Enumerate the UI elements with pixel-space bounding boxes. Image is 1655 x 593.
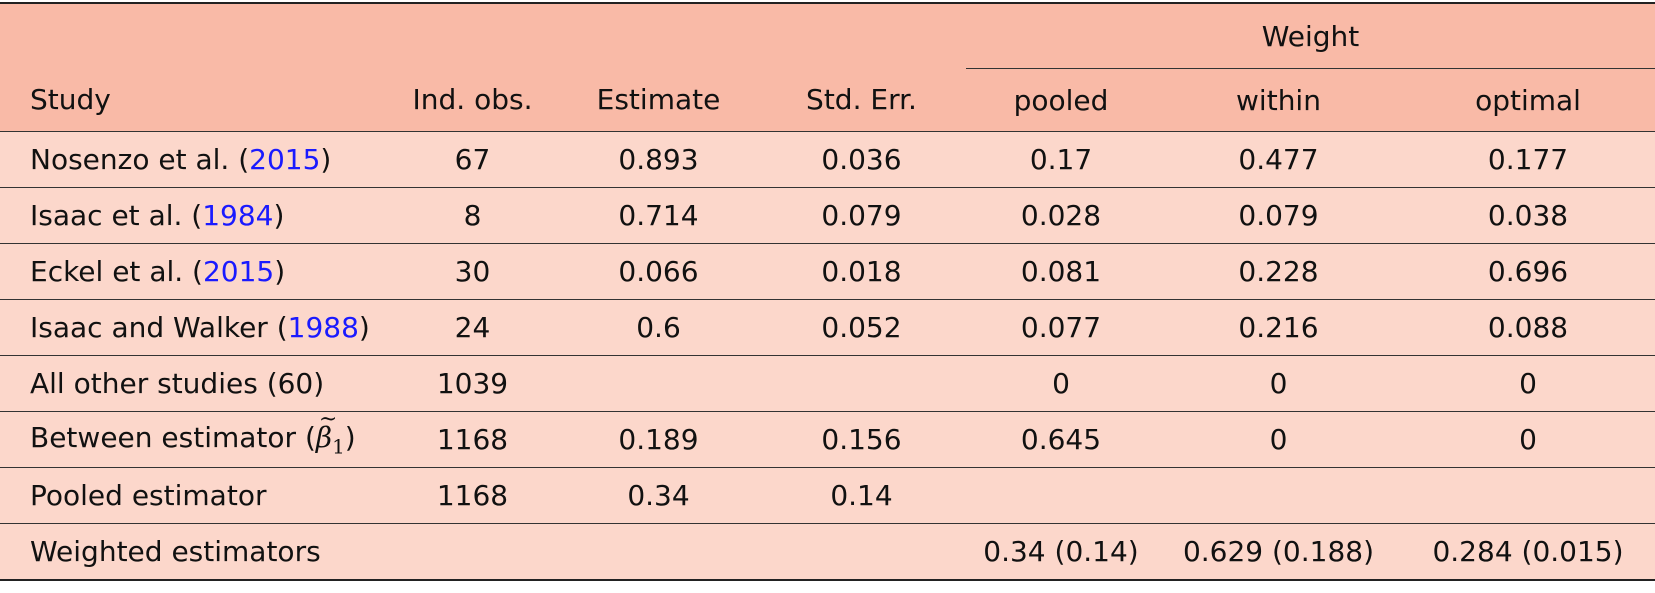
estimate-cell: 0.189	[618, 423, 699, 456]
study-name-suffix: )	[344, 420, 356, 454]
table-row: Pooled estimator 1168 0.34 0.14	[0, 467, 1655, 524]
col-header-within: within	[1236, 83, 1321, 117]
within-weight-cell: 0	[1269, 423, 1288, 456]
study-name: Weighted estimators	[30, 535, 321, 568]
ind-obs-cell: 67	[454, 143, 491, 176]
std-err-cell	[757, 524, 966, 581]
pooled-weight-cell: 0.34 (0.14)	[983, 535, 1139, 568]
col-header-pooled: pooled	[1013, 83, 1109, 117]
std-err-cell: 0.036	[821, 143, 902, 176]
study-cell: Between estimator (~ β1)	[0, 407, 385, 468]
within-weight-cell: 0	[1269, 367, 1288, 400]
study-name: Between estimator (	[30, 420, 316, 454]
estimate-cell: 0.34	[627, 479, 690, 512]
optimal-weight-cell: 0.696	[1487, 255, 1569, 288]
table-body: Nosenzo et al. (2015) 67 0.893 0.036 0.17 0.4…	[0, 131, 1655, 581]
estimate-cell: 0.6	[636, 311, 681, 344]
table-header: Weight Study Ind. obs. Estimate Std. Err…	[0, 3, 1655, 132]
within-weight-cell: 0.079	[1238, 199, 1319, 232]
col-header-ind-obs: Ind. obs.	[412, 83, 533, 117]
optimal-weight-cell: 0.177	[1487, 143, 1569, 176]
study-name-suffix: )	[320, 143, 332, 176]
study-name-suffix: )	[273, 199, 285, 232]
study-name: All other studies (60)	[30, 367, 325, 400]
optimal-weight-cell: 0	[1519, 423, 1537, 456]
study-cell: Weighted estimators	[0, 524, 385, 581]
pooled-weight-cell	[966, 468, 1156, 524]
study-name: Isaac and Walker (	[30, 311, 288, 344]
col-header-estimate: Estimate	[596, 83, 721, 117]
ind-obs-cell: 1039	[436, 367, 509, 400]
within-weight-cell: 0.216	[1238, 311, 1319, 344]
beta-subscript: 1	[332, 434, 345, 459]
std-err-cell: 0.14	[830, 479, 893, 512]
study-cell: Nosenzo et al. (2015)	[0, 132, 385, 188]
weights-table: Weight Study Ind. obs. Estimate Std. Err…	[0, 2, 1655, 581]
pooled-weight-cell: 0	[1052, 367, 1070, 400]
study-cell: Pooled estimator	[0, 468, 385, 524]
weight-group-header: Weight	[966, 3, 1655, 69]
table-row: Isaac et al. (1984) 8 0.714 0.079 0.028 0.079…	[0, 187, 1655, 244]
header-columns-row: Study Ind. obs. Estimate Std. Err. poole…	[0, 68, 1655, 132]
study-name: Nosenzo et al. (	[30, 143, 250, 176]
estimate-cell: 0.893	[618, 143, 699, 176]
citation-year-link[interactable]: 2015	[249, 143, 321, 176]
optimal-weight-cell	[1401, 468, 1655, 524]
study-name-suffix: )	[358, 311, 370, 344]
within-weight-cell: 0.228	[1238, 255, 1319, 288]
study-cell: Isaac and Walker (1988)	[0, 300, 385, 356]
estimate-cell: 0.066	[618, 255, 699, 288]
ind-obs-cell: 30	[454, 255, 491, 288]
study-cell: Isaac et al. (1984)	[0, 188, 385, 244]
study-name-suffix: )	[274, 255, 286, 288]
std-err-cell: 0.018	[821, 255, 902, 288]
citation-year-link[interactable]: 1988	[287, 311, 359, 344]
std-err-cell	[757, 356, 966, 412]
ind-obs-cell	[385, 524, 560, 581]
tilde-accent: ~	[318, 406, 338, 432]
beta-tilde-symbol: ~ β1	[315, 407, 345, 459]
beta-letter: β	[315, 420, 333, 454]
col-header-std-err: Std. Err.	[806, 83, 917, 117]
pooled-weight-cell: 0.17	[1029, 143, 1093, 176]
within-weight-cell: 0.477	[1238, 143, 1319, 176]
table-row: Isaac and Walker (1988) 24 0.6 0.052 0.077 0.…	[0, 299, 1655, 356]
citation-year-link[interactable]: 1984	[202, 199, 274, 232]
optimal-weight-cell: 0.088	[1487, 311, 1569, 344]
col-header-study: Study	[30, 83, 111, 117]
study-name: Isaac et al. (	[30, 199, 203, 232]
table-row: All other studies (60) 1039 0 0 0	[0, 355, 1655, 412]
pooled-weight-cell: 0.028	[1020, 199, 1102, 232]
ind-obs-cell: 1168	[436, 479, 509, 512]
pooled-weight-cell: 0.645	[1020, 423, 1102, 456]
std-err-cell: 0.156	[821, 423, 902, 456]
study-cell: Eckel et al. (2015)	[0, 244, 385, 300]
study-name: Eckel et al. (	[30, 255, 203, 288]
col-header-optimal: optimal	[1475, 83, 1581, 117]
within-weight-cell	[1156, 468, 1401, 524]
estimate-cell: 0.714	[618, 199, 699, 232]
pooled-weight-cell: 0.077	[1020, 311, 1102, 344]
optimal-weight-cell: 0.284 (0.015)	[1432, 535, 1624, 568]
table-row: Weighted estimators 0.34 (0.14) 0.629 (0.1…	[0, 523, 1655, 581]
estimate-cell	[560, 524, 757, 581]
ind-obs-cell: 8	[463, 199, 482, 232]
study-name: Pooled estimator	[30, 479, 267, 512]
estimate-cell	[560, 356, 757, 412]
std-err-cell: 0.079	[821, 199, 902, 232]
ind-obs-cell: 1168	[436, 423, 509, 456]
optimal-weight-cell: 0.038	[1487, 199, 1569, 232]
header-group-row: Weight	[0, 3, 1655, 69]
citation-year-link[interactable]: 2015	[202, 255, 275, 288]
within-weight-cell: 0.629 (0.188)	[1182, 535, 1375, 568]
table-row: Nosenzo et al. (2015) 67 0.893 0.036 0.17 0.4…	[0, 131, 1655, 188]
optimal-weight-cell: 0	[1519, 367, 1537, 400]
table-row: Eckel et al. (2015) 30 0.066 0.018 0.081 0.22…	[0, 243, 1655, 300]
table-row: Between estimator (~ β1) 1168 0.189 0.156 0.6…	[0, 407, 1655, 468]
study-cell: All other studies (60)	[0, 356, 385, 412]
pooled-weight-cell: 0.081	[1020, 255, 1102, 288]
ind-obs-cell: 24	[454, 311, 491, 344]
std-err-cell: 0.052	[821, 311, 902, 344]
